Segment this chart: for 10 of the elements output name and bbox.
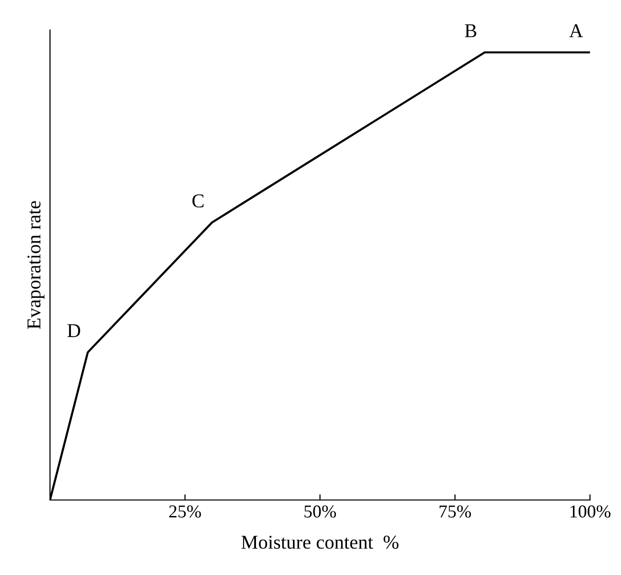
x-tick-label: 50% — [304, 505, 336, 518]
y-axis-title: Evaporation rate — [27, 201, 44, 329]
annotation: C — [192, 194, 204, 208]
annotation: A — [569, 24, 583, 38]
x-tick-label: 100% — [570, 505, 610, 518]
x-tick-label: 75% — [440, 505, 471, 518]
annotation: B — [464, 24, 476, 38]
x-tick-label: 25% — [169, 505, 201, 518]
x-axis-title: Moisture content % — [241, 536, 398, 549]
annotation: D — [67, 324, 80, 338]
